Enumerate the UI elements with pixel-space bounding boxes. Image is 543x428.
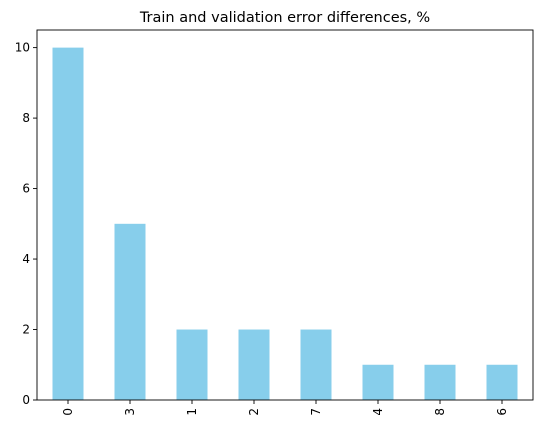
x-tick-label: 3 xyxy=(123,408,137,416)
y-tick-label: 0 xyxy=(22,393,30,407)
x-tick-label: 7 xyxy=(309,408,323,416)
bar-6 xyxy=(486,364,518,400)
x-tick-label: 8 xyxy=(433,408,447,416)
x-tick-label: 4 xyxy=(371,408,385,416)
bar-0 xyxy=(52,47,84,400)
y-tick-label: 4 xyxy=(22,252,30,266)
x-axis: 0 3 1 2 7 4 8 6 xyxy=(61,400,509,416)
bar-2 xyxy=(238,329,270,400)
x-tick-label: 6 xyxy=(495,408,509,416)
bars-group xyxy=(52,47,518,400)
y-tick-label: 8 xyxy=(22,111,30,125)
x-tick-label: 0 xyxy=(61,408,75,416)
y-tick-label: 6 xyxy=(22,182,30,196)
bar-7 xyxy=(300,329,332,400)
plot-frame xyxy=(36,29,534,401)
y-tick-label: 10 xyxy=(15,41,30,55)
chart-title: Train and validation error differences, … xyxy=(139,10,430,26)
bar-8 xyxy=(424,364,456,400)
y-tick-label: 2 xyxy=(22,323,30,337)
bar-4 xyxy=(362,364,394,400)
x-tick-label: 1 xyxy=(185,408,199,416)
y-axis: 0 2 4 6 8 10 xyxy=(15,41,37,407)
bar-1 xyxy=(176,329,208,400)
bar-3 xyxy=(114,223,146,400)
x-tick-label: 2 xyxy=(247,408,261,416)
